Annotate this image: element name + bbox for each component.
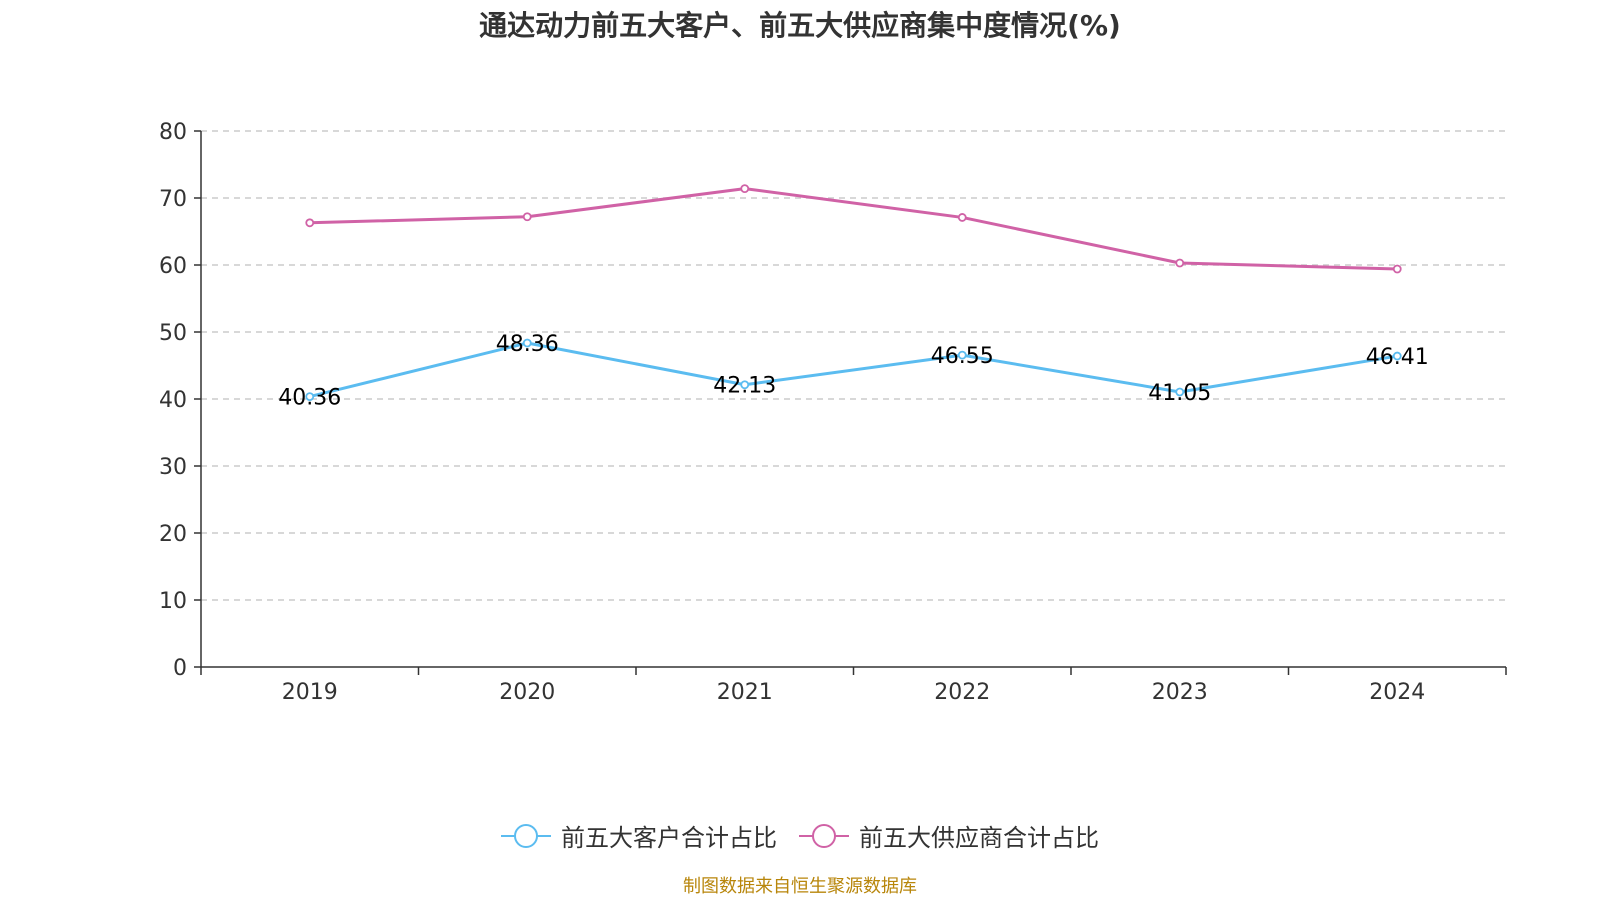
y-tick-label-30: 30 [159,455,187,480]
data-point-s2-2019 [305,218,315,228]
data-labels: 40.36 48.36 42.13 46.55 41.05 46.41 [278,332,1428,411]
series-line-2 [309,187,1398,271]
grid-lines [201,130,1506,601]
x-tick-label-2020: 2020 [499,680,555,705]
line-chart: 0 10 20 30 40 50 60 70 80 2019 2020 2021 2022 2023 202… [159,120,1507,705]
data-label-s1-2023: 41.05 [1148,381,1211,406]
data-point-s1-2020 [522,338,532,348]
data-point-s1-2021 [740,380,750,390]
data-point-s2-2022 [957,213,967,222]
legend-marker-customers [501,823,551,848]
data-point-s1-2022 [957,350,967,360]
axes: 0 10 20 30 40 50 60 70 80 2019 2020 2021 2022 2023 202… [159,120,1507,705]
data-label-s1-2019: 40.36 [278,386,341,411]
source-note: 制图数据来自恒生聚源数据库 [683,876,917,897]
data-point-s2-2020 [522,212,532,222]
y-tick-label-50: 50 [159,321,187,346]
data-point-s1-2019 [305,392,315,401]
y-tick-label-80: 80 [159,120,187,145]
legend-item-customers[interactable]: 前五大客户合计占比 [501,818,777,853]
y-tick-label-70: 70 [159,187,187,212]
x-tick-label-2023: 2023 [1152,680,1208,705]
data-label-s1-2021: 42.13 [713,374,776,399]
data-point-s2-2021 [740,184,750,194]
legend: 前五大客户合计占比 前五大供应商合计占比 [0,818,1600,853]
legend-item-suppliers[interactable]: 前五大供应商合计占比 [799,818,1099,853]
series-line-1 [309,341,1398,399]
data-point-s1-2023 [1175,387,1185,397]
series [305,184,1402,401]
legend-label-customers: 前五大客户合计占比 [561,824,777,852]
data-point-s2-2024 [1392,264,1402,274]
x-tick-label-2021: 2021 [717,680,773,705]
y-tick-label-0: 0 [173,656,187,681]
x-tick-label-2022: 2022 [934,680,990,705]
data-label-s1-2022: 46.55 [931,344,994,369]
legend-marker-suppliers [799,823,849,848]
chart-title: 通达动力前五大客户、前五大供应商集中度情况(%) [479,9,1121,42]
x-tick-label-2019: 2019 [282,680,338,705]
data-label-s1-2020: 48.36 [496,332,559,357]
y-tick-label-10: 10 [159,589,187,614]
data-point-s1-2024 [1392,351,1402,361]
x-tick-label-2024: 2024 [1369,680,1425,705]
y-tick-label-40: 40 [159,388,187,413]
data-point-s2-2023 [1175,258,1185,268]
data-label-s1-2024: 46.41 [1366,345,1429,370]
legend-label-suppliers: 前五大供应商合计占比 [859,824,1099,852]
y-tick-label-20: 20 [159,522,187,547]
y-tick-label-60: 60 [159,254,187,279]
